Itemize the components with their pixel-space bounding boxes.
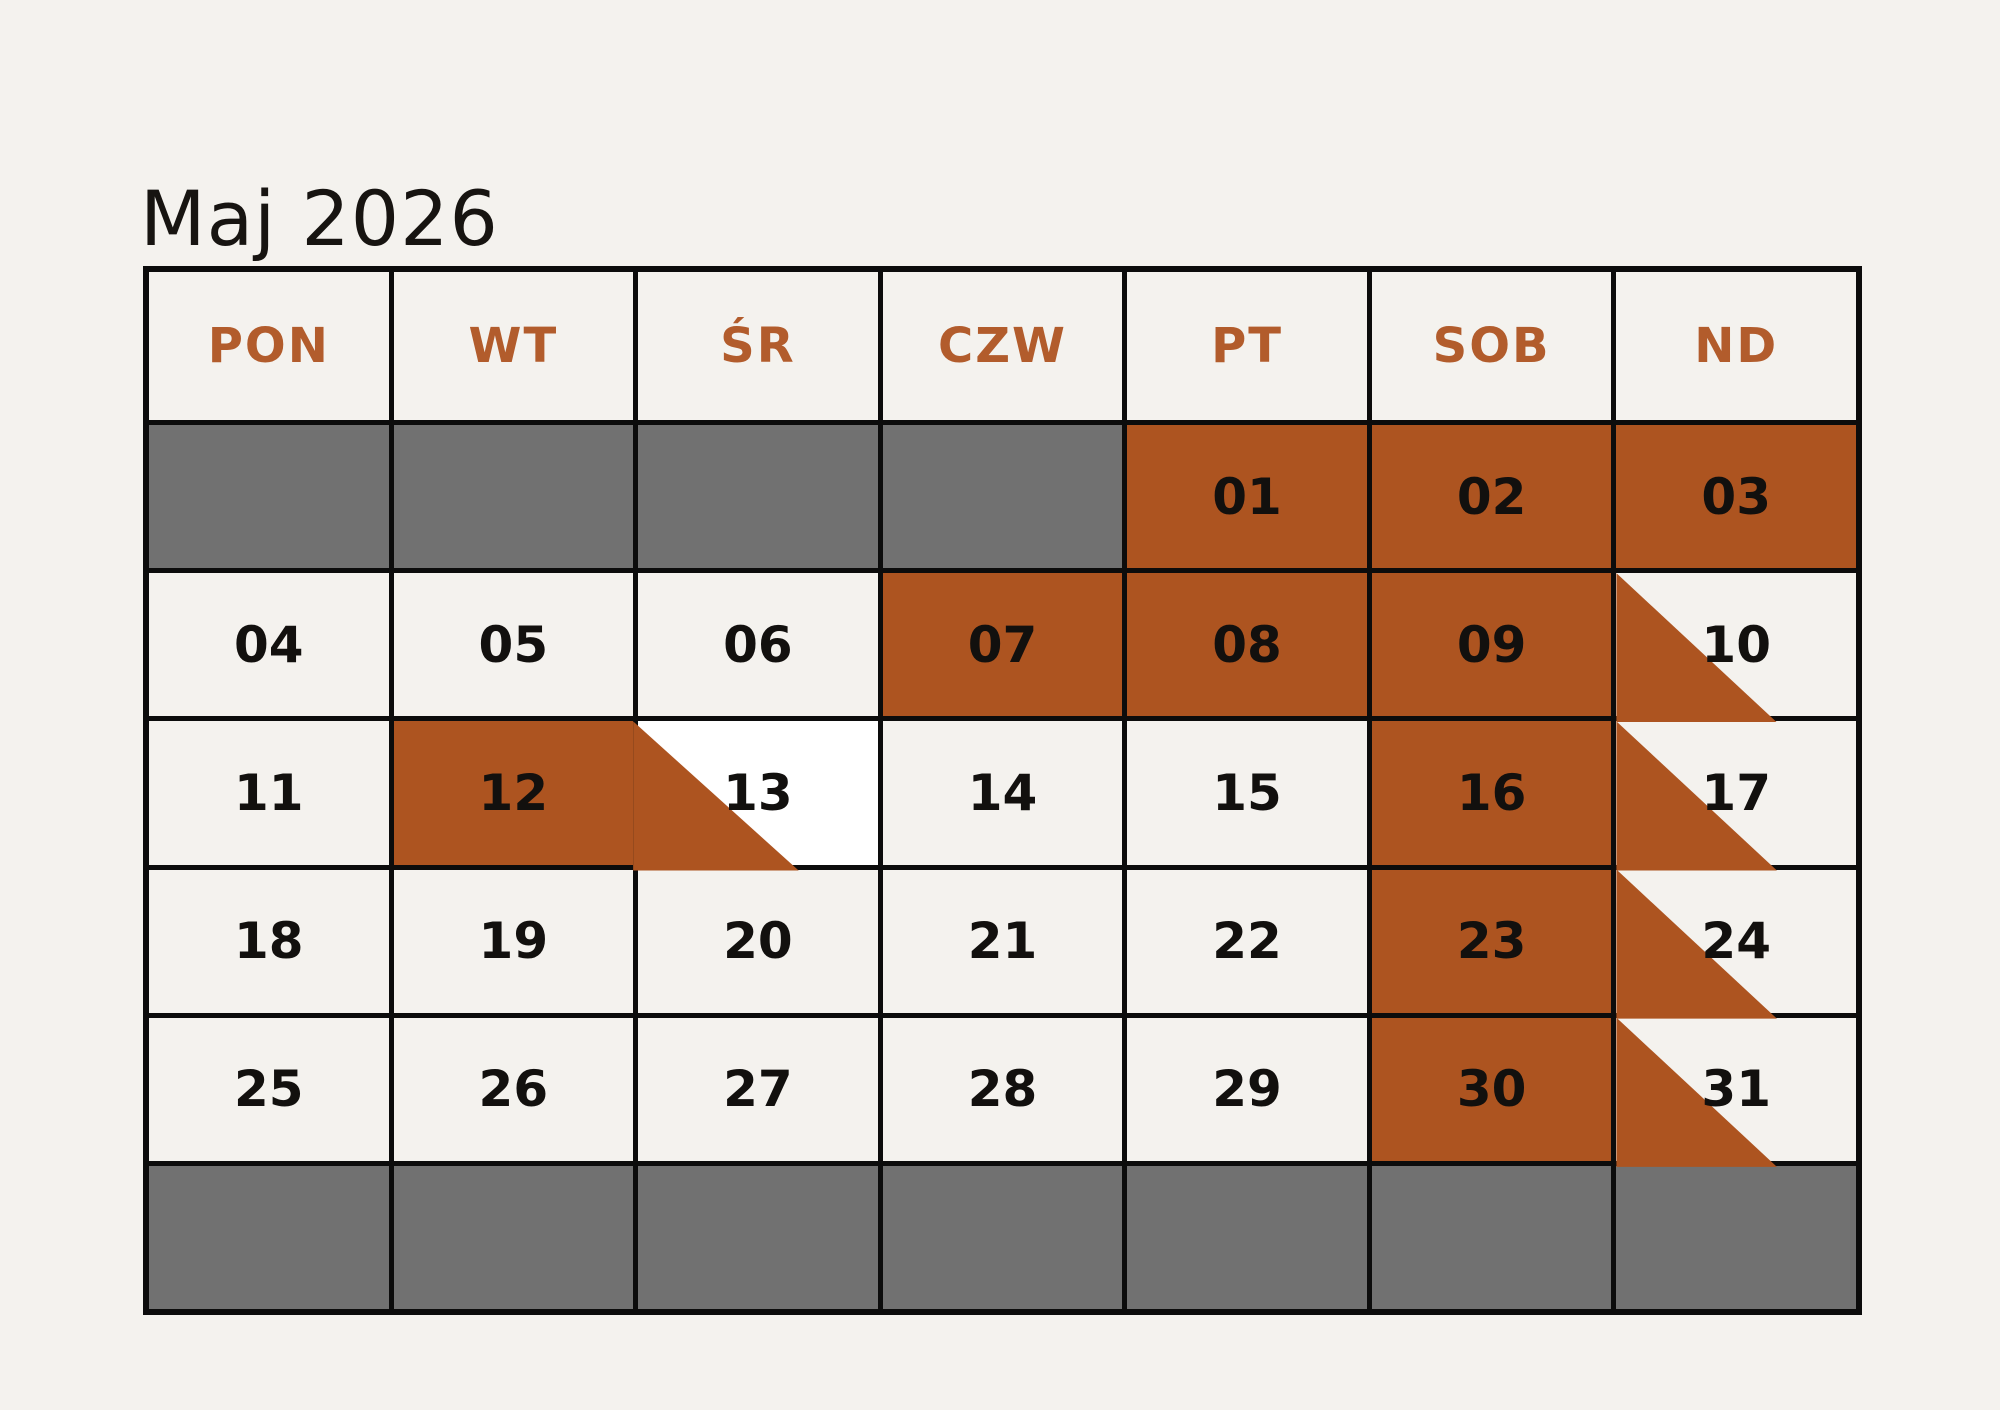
day-cell-27[interactable]: 27	[638, 1017, 878, 1161]
empty-cell	[149, 1165, 389, 1309]
weekday-header-czw: CZW	[882, 272, 1123, 420]
day-number: 03	[1701, 467, 1771, 526]
day-number: 11	[233, 763, 304, 822]
day-cell-14[interactable]: 14	[882, 721, 1123, 865]
day-number: 28	[967, 1060, 1038, 1119]
day-cell-15[interactable]: 15	[1127, 721, 1367, 865]
empty-cell	[393, 1165, 634, 1309]
day-cell-28[interactable]: 28	[882, 1017, 1123, 1161]
weekday-header-nd: ND	[1616, 272, 1856, 420]
day-cell-01[interactable]: 01	[1127, 425, 1367, 569]
empty-cell	[882, 425, 1123, 569]
day-number: 15	[1212, 763, 1282, 822]
day-number: 12	[478, 763, 549, 822]
day-number: 14	[967, 763, 1038, 822]
day-number: 19	[478, 912, 549, 971]
empty-cell	[638, 425, 878, 569]
weekday-label: ŚR	[720, 318, 796, 374]
empty-cell	[393, 425, 634, 569]
day-cell-13[interactable]: 13	[633, 721, 878, 871]
day-number: 08	[1212, 615, 1282, 674]
day-number: 31	[1701, 1060, 1771, 1119]
weekday-header-wt: WT	[393, 272, 634, 420]
empty-cell	[149, 425, 389, 569]
day-cell-19[interactable]: 19	[393, 869, 634, 1013]
weekday-label: ND	[1694, 318, 1779, 374]
day-cell-02[interactable]: 02	[1371, 425, 1612, 569]
day-number: 30	[1456, 1060, 1527, 1119]
day-number: 18	[233, 912, 304, 971]
day-number: 09	[1456, 615, 1527, 674]
weekday-label: WT	[468, 318, 559, 374]
day-cell-25[interactable]: 25	[149, 1017, 389, 1161]
day-cell-16[interactable]: 16	[1371, 721, 1612, 865]
day-number: 23	[1456, 912, 1527, 971]
day-number: 10	[1701, 615, 1771, 674]
day-cell-23[interactable]: 23	[1371, 869, 1612, 1013]
day-number: 21	[967, 912, 1038, 971]
day-number: 22	[1212, 912, 1282, 971]
day-number: 17	[1701, 763, 1771, 822]
day-cell-09[interactable]: 09	[1371, 573, 1612, 717]
day-cell-22[interactable]: 22	[1127, 869, 1367, 1013]
day-number: 06	[723, 615, 793, 674]
day-cell-26[interactable]: 26	[393, 1017, 634, 1161]
day-number: 07	[967, 615, 1038, 674]
day-number: 13	[723, 763, 793, 822]
weekday-header-pon: PON	[149, 272, 389, 420]
day-number: 20	[723, 912, 793, 971]
day-cell-17[interactable]: 17	[1616, 721, 1856, 871]
day-cell-10[interactable]: 10	[1616, 573, 1856, 723]
day-cell-05[interactable]: 05	[393, 573, 634, 717]
day-number: 04	[233, 615, 304, 674]
day-number: 24	[1701, 912, 1771, 971]
empty-cell	[1127, 1165, 1367, 1309]
day-cell-20[interactable]: 20	[638, 869, 878, 1013]
day-cell-11[interactable]: 11	[149, 721, 389, 865]
day-cell-21[interactable]: 21	[882, 869, 1123, 1013]
day-number: 26	[478, 1060, 549, 1119]
weekday-header-sob: SOB	[1371, 272, 1612, 420]
calendar-grid: PON WT ŚR CZW PT SOB ND 01 02 03 04 05 06 07 08 09 10 11 1…	[143, 266, 1862, 1315]
day-cell-06[interactable]: 06	[638, 573, 878, 717]
day-number: 29	[1212, 1060, 1282, 1119]
empty-cell	[638, 1165, 878, 1309]
weekday-header-sr: ŚR	[638, 272, 878, 420]
weekday-label: PON	[207, 318, 330, 374]
day-cell-12[interactable]: 12	[393, 721, 634, 865]
weekday-label: SOB	[1432, 318, 1551, 374]
day-number: 16	[1456, 763, 1527, 822]
day-cell-03[interactable]: 03	[1616, 425, 1856, 569]
weekday-label: PT	[1211, 318, 1284, 374]
page-title: Maj 2026	[140, 173, 499, 263]
day-cell-18[interactable]: 18	[149, 869, 389, 1013]
day-cell-08[interactable]: 08	[1127, 573, 1367, 717]
day-number: 01	[1212, 467, 1282, 526]
day-cell-04[interactable]: 04	[149, 573, 389, 717]
day-cell-30[interactable]: 30	[1371, 1017, 1612, 1161]
day-cell-24[interactable]: 24	[1616, 869, 1856, 1019]
empty-cell	[1616, 1165, 1856, 1309]
day-cell-07[interactable]: 07	[882, 573, 1123, 717]
day-cell-31[interactable]: 31	[1616, 1017, 1856, 1167]
empty-cell	[882, 1165, 1123, 1309]
day-number: 27	[723, 1060, 793, 1119]
day-number: 05	[478, 615, 549, 674]
day-number: 02	[1456, 467, 1527, 526]
weekday-label: CZW	[938, 318, 1067, 374]
weekday-header-pt: PT	[1127, 272, 1367, 420]
day-cell-29[interactable]: 29	[1127, 1017, 1367, 1161]
empty-cell	[1371, 1165, 1612, 1309]
day-number: 25	[233, 1060, 304, 1119]
